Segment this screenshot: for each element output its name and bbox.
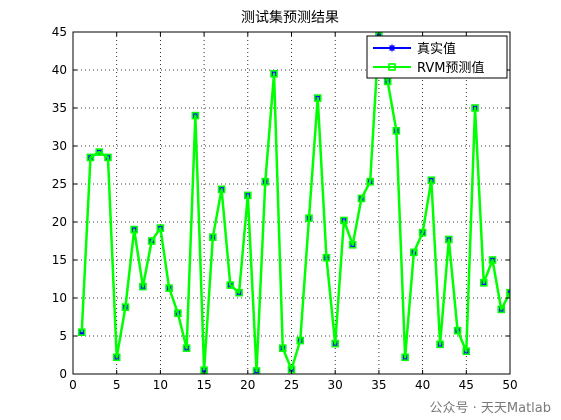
square-marker <box>453 326 462 335</box>
x-tick-label: 25 <box>284 378 299 392</box>
y-tick-label: 40 <box>52 63 67 77</box>
chart-title: 测试集预测结果 <box>241 9 339 26</box>
square-marker <box>488 256 497 264</box>
y-tick-label: 15 <box>52 253 67 267</box>
square-marker <box>165 284 173 292</box>
square-marker <box>244 191 252 200</box>
y-tick-label: 30 <box>52 139 67 153</box>
x-tick-label: 15 <box>196 378 211 392</box>
y-tick-label: 20 <box>52 215 67 229</box>
legend-box <box>366 35 508 79</box>
square-marker <box>182 344 191 352</box>
square-marker <box>121 303 130 311</box>
series-line <box>80 34 510 373</box>
square-marker <box>156 224 165 232</box>
square-marker <box>86 153 95 162</box>
square-marker <box>313 94 322 102</box>
series-1 <box>78 32 510 374</box>
square-marker <box>348 241 357 249</box>
x-tick-label: 35 <box>371 378 386 392</box>
square-marker <box>209 233 217 241</box>
series-line <box>80 35 510 372</box>
y-tick-label: 25 <box>52 177 67 191</box>
legend: 真实值 RVM预测值 <box>366 35 508 79</box>
y-tick-label: 45 <box>52 25 67 39</box>
square-marker <box>217 185 226 194</box>
square-marker <box>445 235 453 244</box>
x-tick-label: 50 <box>502 378 517 392</box>
legend-label: 真实值 <box>417 41 456 57</box>
square-marker <box>418 228 427 237</box>
square-marker <box>436 340 444 349</box>
square-marker <box>130 225 138 234</box>
x-tick-label: 10 <box>153 378 168 392</box>
square-marker <box>226 281 235 289</box>
plot-frame <box>72 31 511 375</box>
square-marker <box>296 336 305 345</box>
legend-label: RVM预测值 <box>417 60 484 76</box>
square-marker <box>497 305 506 314</box>
x-tick-label: 5 <box>113 378 121 392</box>
square-marker <box>462 347 471 356</box>
series-2 <box>77 32 510 374</box>
star-marker <box>388 44 396 52</box>
square-marker <box>77 328 86 337</box>
square-marker <box>270 70 278 78</box>
square-marker <box>104 153 112 162</box>
x-tick-label: 30 <box>328 378 343 392</box>
square-marker <box>322 253 331 262</box>
square-marker <box>471 104 479 112</box>
square-marker <box>147 237 156 245</box>
square-marker <box>410 248 418 257</box>
y-tick-label: 5 <box>59 329 67 343</box>
square-marker <box>331 339 340 348</box>
square-marker <box>191 111 200 120</box>
square-marker <box>278 344 287 352</box>
x-tick-label: 0 <box>69 378 77 392</box>
series-markers <box>77 32 510 374</box>
square-marker <box>357 194 366 203</box>
square-marker <box>340 216 348 225</box>
square-marker <box>388 63 396 71</box>
x-tick-label: 40 <box>415 378 430 392</box>
y-tick-label: 10 <box>52 291 67 305</box>
x-tick-label: 20 <box>240 378 255 392</box>
series-markers <box>78 32 510 374</box>
y-tick-label: 35 <box>52 101 67 115</box>
axis-ticks: 0 5 10 15 20 25 30 35 40 45 50 0 5 10 15 20 25 30 35 40 45 <box>52 25 518 392</box>
square-marker <box>139 282 147 291</box>
square-marker <box>112 353 121 362</box>
x-tick-label: 45 <box>459 378 474 392</box>
series-layer <box>77 32 510 374</box>
watermark: 公众号 · 天天Matlab <box>429 401 551 416</box>
square-marker <box>235 288 243 297</box>
square-marker <box>174 309 182 318</box>
square-marker <box>392 127 401 135</box>
square-marker <box>427 176 436 184</box>
y-tick-label: 0 <box>59 367 67 381</box>
square-marker <box>95 148 104 156</box>
grid-lines <box>73 32 510 374</box>
square-marker <box>305 214 313 222</box>
square-marker <box>261 177 270 186</box>
square-marker <box>366 177 374 186</box>
square-marker <box>506 288 510 297</box>
square-marker <box>401 353 409 362</box>
square-marker <box>479 278 488 287</box>
